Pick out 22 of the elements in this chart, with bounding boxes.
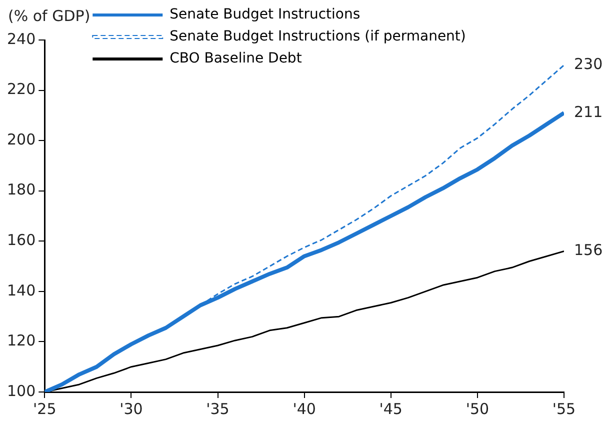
y-tick-label: 200 — [6, 130, 36, 148]
y-tick-label: 180 — [6, 180, 36, 199]
data-label: 211 — [574, 102, 603, 121]
y-tick-label: 160 — [6, 231, 36, 250]
legend-label: Senate Budget Instructions — [170, 6, 360, 23]
x-tick-label: '50 — [466, 400, 490, 418]
y-tick-label: 140 — [6, 281, 36, 300]
x-tick-label: '40 — [292, 400, 316, 418]
y-tick-label: 240 — [6, 30, 36, 48]
data-label: 156 — [574, 241, 603, 260]
y-tick-label: 120 — [6, 332, 36, 350]
y-tick-label: 100 — [6, 382, 36, 400]
x-tick-label: '30 — [120, 400, 143, 418]
legend-label: Senate Budget Instructions (if permanent) — [170, 28, 466, 45]
y-tick-label: 220 — [6, 80, 36, 98]
legend-label: CBO Baseline Debt — [170, 50, 302, 67]
x-tick-label: '55 — [552, 400, 576, 418]
x-tick-label: '45 — [379, 400, 402, 418]
x-tick-label: '35 — [206, 400, 230, 418]
x-tick-label: '25 — [33, 400, 56, 418]
data-label: 230 — [574, 55, 603, 74]
y-axis-title: (% of GDP) — [8, 6, 90, 25]
